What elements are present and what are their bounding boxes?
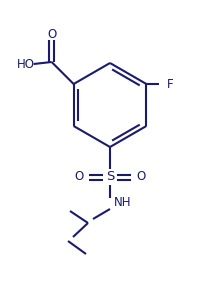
Text: NH: NH	[114, 197, 132, 209]
Text: O: O	[136, 171, 146, 183]
Text: O: O	[74, 171, 84, 183]
Text: S: S	[106, 171, 114, 183]
Text: O: O	[47, 29, 56, 41]
Text: F: F	[167, 77, 174, 91]
Text: HO: HO	[17, 58, 35, 70]
